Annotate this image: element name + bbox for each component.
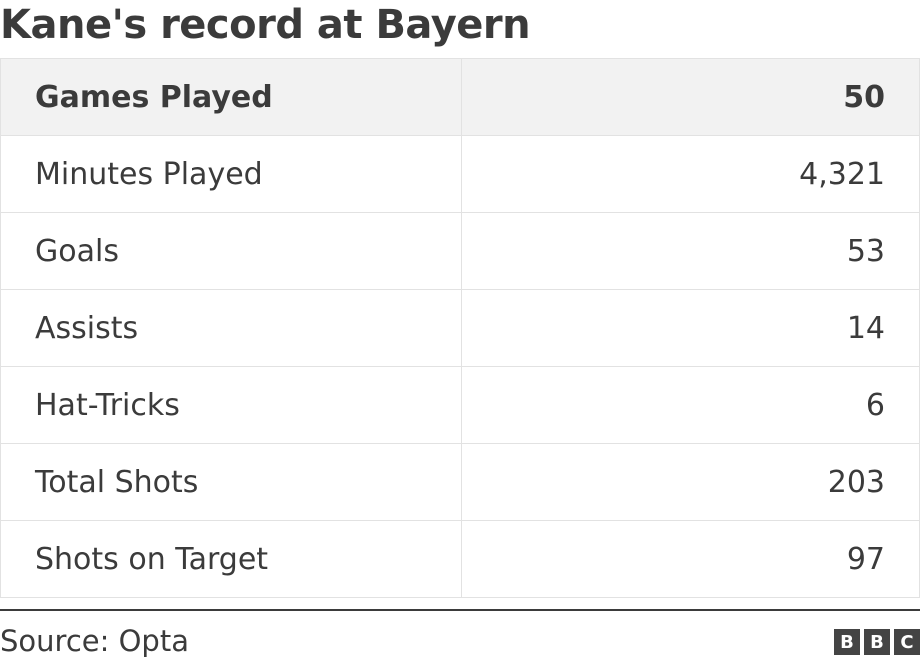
logo-letter: C <box>894 629 920 655</box>
row-label-cell: Hat-Tricks <box>0 366 462 444</box>
bbc-logo: B B C <box>834 629 920 655</box>
row-value-cell: 4,321 <box>461 135 920 213</box>
row-label-cell: Total Shots <box>0 443 462 521</box>
table-row: Minutes Played 4,321 <box>0 135 920 213</box>
source-note: Source: Opta <box>0 624 189 658</box>
chart-title: Kane's record at Bayern <box>0 2 531 48</box>
row-value-cell: 97 <box>461 520 920 598</box>
table-header-row: Games Played 50 <box>0 58 920 136</box>
row-value-cell: 203 <box>461 443 920 521</box>
table-row: Total Shots 203 <box>0 443 920 521</box>
stats-table: Games Played 50 Minutes Played 4,321 Goa… <box>0 58 920 598</box>
logo-letter: B <box>834 629 860 655</box>
row-label-cell: Minutes Played <box>0 135 462 213</box>
table-row: Shots on Target 97 <box>0 520 920 598</box>
header-value-cell: 50 <box>461 58 920 136</box>
row-label-cell: Shots on Target <box>0 520 462 598</box>
logo-letter: B <box>864 629 890 655</box>
row-label-cell: Assists <box>0 289 462 367</box>
row-value-cell: 53 <box>461 212 920 290</box>
table-row: Assists 14 <box>0 289 920 367</box>
table-row: Goals 53 <box>0 212 920 290</box>
row-value-cell: 14 <box>461 289 920 367</box>
table-row: Hat-Tricks 6 <box>0 366 920 444</box>
header-label-cell: Games Played <box>0 58 462 136</box>
row-label-cell: Goals <box>0 212 462 290</box>
bottom-divider <box>0 609 920 611</box>
row-value-cell: 6 <box>461 366 920 444</box>
